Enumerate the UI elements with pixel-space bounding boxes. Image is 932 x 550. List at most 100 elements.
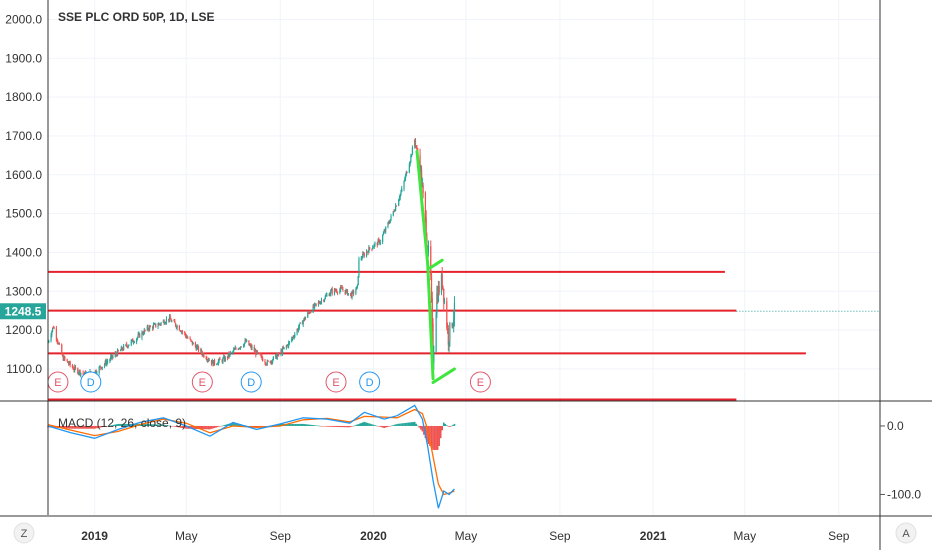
candle-body — [255, 350, 257, 355]
macd-histogram-bar — [342, 425, 344, 428]
candle-body — [363, 253, 365, 257]
candle-body — [100, 367, 103, 369]
trend-line[interactable] — [431, 367, 456, 385]
macd-histogram-bar — [423, 425, 425, 435]
dividend-marker[interactable] — [240, 371, 262, 393]
macd-histogram-bar — [392, 425, 395, 426]
trend-line[interactable] — [415, 149, 430, 266]
candle-body — [253, 347, 255, 352]
macd-histogram-bar — [190, 425, 193, 429]
earnings-marker[interactable] — [325, 371, 347, 393]
macd-histogram-bar — [420, 425, 422, 430]
price-axis[interactable]: 2000.0 1900.0 1800.0 1700.0 1600.0 1500.0 1400… — [5, 12, 42, 376]
macd-histogram-bar — [210, 425, 213, 429]
candle-body — [315, 303, 317, 305]
candle-body — [196, 346, 198, 350]
macd-histogram-bar — [346, 425, 349, 428]
trend-line[interactable] — [428, 258, 444, 270]
macd-histogram-bar — [375, 425, 378, 427]
earnings-marker[interactable] — [469, 371, 491, 393]
candle-body — [126, 345, 129, 348]
macd-histogram-bar — [125, 423, 127, 426]
candle-body — [68, 362, 70, 364]
candle-body — [105, 360, 107, 365]
price-tick-label: 1600.0 — [5, 168, 42, 182]
candle-body — [285, 345, 287, 348]
trend-lines[interactable] — [415, 149, 456, 385]
candle-body — [344, 290, 346, 294]
chart-title: SSE PLC ORD 50P, 1D, LSE — [58, 10, 215, 24]
candle-body — [159, 324, 161, 326]
candle-body — [449, 323, 451, 342]
candle-body — [125, 344, 127, 346]
candle-body — [210, 360, 213, 364]
candle-body — [200, 349, 203, 354]
earnings-marker[interactable] — [191, 371, 213, 393]
candle-body — [419, 155, 421, 176]
candle-body — [78, 370, 80, 373]
candle-body — [153, 323, 155, 325]
macd-histogram-bar — [167, 425, 170, 427]
candle-body — [399, 194, 401, 198]
macd-histogram-bar — [96, 425, 98, 429]
candle-body — [228, 353, 230, 357]
candle-body — [101, 366, 103, 369]
candle-body — [259, 352, 261, 354]
support-resistance-levels[interactable] — [48, 270, 880, 401]
candle-body — [79, 370, 81, 375]
candle-body — [197, 346, 199, 348]
time-tick-label: May — [733, 529, 756, 543]
candle-body — [395, 205, 397, 211]
candle-body — [395, 205, 397, 207]
macd-histogram-bar — [383, 425, 385, 429]
auto-scale-button[interactable]: A — [895, 522, 917, 544]
macd-histogram-bar — [103, 425, 106, 427]
macd-histogram-bar — [212, 425, 214, 429]
macd-histogram-bar — [354, 425, 356, 426]
candle-body — [245, 340, 247, 342]
macd-histogram-bar — [406, 422, 408, 426]
macd-histogram-bar — [398, 423, 401, 426]
current-price-badge — [0, 303, 46, 320]
macd-histogram-bar — [334, 425, 337, 427]
candle-body — [360, 258, 362, 260]
candle-body — [404, 179, 406, 182]
grid-lines — [48, 0, 880, 515]
candle-body — [336, 292, 339, 294]
macd-axis[interactable]: 0.0 -100.0 — [880, 419, 921, 501]
macd-histogram-bar — [421, 425, 424, 432]
auto-scale-button-label: A — [902, 528, 910, 540]
macd-histogram-bar — [360, 423, 363, 426]
candle-body — [286, 344, 288, 346]
candle-body — [152, 326, 154, 329]
candle-body — [111, 355, 113, 358]
candle-body — [104, 360, 106, 365]
trend-line[interactable] — [426, 262, 435, 381]
event-marker-label: D — [247, 377, 255, 389]
dividend-marker[interactable] — [80, 371, 102, 393]
macd-histogram-bar — [143, 424, 146, 426]
macd-histogram-bar — [76, 425, 78, 429]
candle-body — [56, 339, 58, 342]
macd-histogram-bar — [394, 424, 396, 426]
macd-histogram-bar — [119, 423, 121, 426]
macd-histogram-bar — [144, 424, 147, 426]
dividend-marker[interactable] — [359, 371, 381, 393]
candle-body — [366, 251, 368, 253]
candle-body — [217, 360, 219, 364]
time-axis[interactable]: 2019 May Sep 2020 May Sep 2021 May Sep — [81, 529, 849, 543]
macd-histogram-bar — [444, 423, 447, 426]
candle-body — [326, 294, 328, 296]
candle-body — [106, 361, 109, 363]
macd-histogram-bar — [395, 424, 398, 426]
zoom-button[interactable]: Z — [13, 522, 35, 544]
candle-body — [191, 341, 193, 345]
macd-histogram-bar — [155, 424, 158, 426]
candle-body — [291, 338, 293, 342]
macd-histogram-bar — [79, 425, 81, 429]
candle-body — [323, 300, 325, 302]
candle-body — [292, 337, 294, 339]
candle-body — [324, 295, 326, 299]
